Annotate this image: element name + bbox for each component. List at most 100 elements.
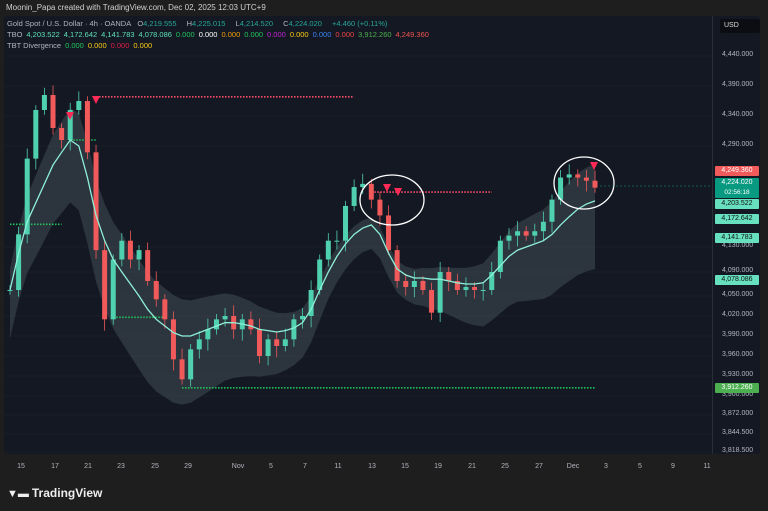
price-tick-label: 3,872.000 bbox=[722, 410, 754, 417]
candle-body bbox=[429, 290, 435, 313]
price-tick-label: 4,020.000 bbox=[722, 311, 754, 318]
tv-logo-icon: ▼▬ bbox=[7, 488, 29, 500]
candle-body bbox=[196, 339, 202, 350]
axis-divider bbox=[712, 16, 713, 454]
candle-body bbox=[583, 177, 589, 181]
candle-body bbox=[317, 259, 323, 290]
highlight-circle bbox=[359, 174, 425, 226]
indicator-value: 0.000 bbox=[133, 41, 153, 50]
time-tick-label: 11 bbox=[703, 463, 711, 470]
candle-body bbox=[334, 240, 340, 242]
candle-body bbox=[136, 250, 142, 260]
candle-body bbox=[205, 329, 211, 340]
currency-button[interactable]: USD bbox=[720, 19, 760, 33]
candle-body bbox=[213, 319, 219, 330]
candle-body bbox=[41, 95, 47, 110]
candle-body bbox=[248, 319, 254, 330]
time-tick-label: Nov bbox=[231, 463, 245, 470]
open-label: O bbox=[137, 19, 144, 28]
candle-body bbox=[188, 349, 194, 380]
chart-pane[interactable] bbox=[4, 16, 760, 454]
indicator-value: 0.000 bbox=[221, 30, 241, 39]
candle-body bbox=[454, 281, 460, 290]
indicator-value: 0.000 bbox=[289, 30, 309, 39]
candle-body bbox=[566, 174, 572, 178]
candle-body bbox=[394, 250, 400, 281]
price-label: 4,203.522 bbox=[715, 199, 759, 209]
indicator-value: 0.000 bbox=[312, 30, 332, 39]
candle-body bbox=[222, 316, 228, 320]
indicator-value: 3,912.260 bbox=[358, 30, 392, 39]
attribution: Moonin_Papa created with TradingView.com… bbox=[6, 3, 266, 12]
tbt-legend[interactable]: TBT Divergence 0.000 0.000 0.000 0.000 bbox=[7, 41, 156, 50]
candle-body bbox=[110, 259, 116, 320]
time-tick-label: 15 bbox=[401, 463, 409, 470]
candle-body bbox=[76, 101, 82, 110]
candle-body bbox=[93, 152, 99, 251]
candle-body bbox=[67, 110, 73, 140]
candle-body bbox=[558, 177, 564, 200]
time-tick-label: 11 bbox=[334, 463, 342, 470]
candle-body bbox=[540, 221, 546, 232]
candle-body bbox=[411, 281, 417, 287]
tbo-label: TBO bbox=[7, 30, 23, 39]
candle-body bbox=[592, 180, 598, 188]
low-label: L bbox=[235, 19, 240, 28]
time-tick-label: 7 bbox=[303, 463, 307, 470]
sell-signal-icon bbox=[394, 188, 402, 196]
time-tick-label: 25 bbox=[501, 463, 509, 470]
time-tick-label: 25 bbox=[151, 463, 159, 470]
price-label: 4,224.020 02:56:18 bbox=[715, 178, 759, 198]
brand-name: TradingView bbox=[31, 486, 103, 500]
symbol-name: Gold Spot / U.S. Dollar · 4h · OANDA bbox=[7, 19, 132, 28]
indicator-value: 0.000 bbox=[87, 41, 107, 50]
candle-body bbox=[351, 187, 357, 206]
candle-body bbox=[102, 250, 108, 320]
moving-average-line bbox=[9, 139, 596, 337]
candle-body bbox=[145, 250, 151, 281]
candle-body bbox=[506, 235, 512, 241]
candle-body bbox=[16, 234, 22, 290]
price-tick-label: 4,090.000 bbox=[722, 267, 754, 274]
tradingview-logo: ▼▬ TradingView bbox=[7, 486, 102, 500]
price-label: 4,172.642 bbox=[715, 214, 759, 224]
candle-body bbox=[343, 205, 349, 241]
candle-body bbox=[360, 183, 366, 188]
indicator-value: 0.000 bbox=[244, 30, 264, 39]
indicator-value: 0.000 bbox=[65, 41, 84, 50]
candle-body bbox=[403, 281, 409, 287]
candle-body bbox=[179, 359, 185, 380]
time-tick-label: 19 bbox=[434, 463, 442, 470]
candle-body bbox=[463, 287, 469, 290]
time-tick-label: 27 bbox=[535, 463, 543, 470]
price-label: 4,249.360 bbox=[715, 166, 759, 176]
tbo-legend[interactable]: TBO 4,203.522 4,172.642 4,141.783 4,078.086 0… bbox=[7, 30, 433, 39]
candle-body bbox=[446, 272, 452, 281]
price-tick-label: 4,340.000 bbox=[722, 111, 754, 118]
candle-body bbox=[386, 215, 392, 251]
candle-body bbox=[515, 231, 521, 236]
time-tick-label: 15 bbox=[17, 463, 25, 470]
highlight-circle bbox=[553, 156, 615, 210]
time-tick-label: 21 bbox=[84, 463, 92, 470]
time-tick-label: 5 bbox=[638, 463, 642, 470]
candle-body bbox=[256, 329, 262, 356]
indicator-value: 0.000 bbox=[198, 30, 218, 39]
candle-body bbox=[368, 183, 374, 200]
time-tick-label: 13 bbox=[368, 463, 376, 470]
candle-body bbox=[325, 240, 331, 260]
candle-body bbox=[170, 319, 176, 360]
price-label: 4,078.086 bbox=[715, 275, 759, 285]
price-tick-label: 3,900.000 bbox=[722, 391, 754, 398]
time-tick-label: 29 bbox=[184, 463, 192, 470]
candle-body bbox=[437, 272, 443, 313]
sell-signal-icon bbox=[66, 112, 74, 120]
price-tick-label: 4,290.000 bbox=[722, 141, 754, 148]
candle-body bbox=[162, 299, 168, 320]
candle-body bbox=[24, 158, 30, 235]
indicator-value: 0.000 bbox=[175, 30, 195, 39]
high-value: 4,225.015 bbox=[192, 19, 226, 28]
candle-body bbox=[291, 319, 297, 340]
open-value: 4,219.555 bbox=[143, 19, 177, 28]
